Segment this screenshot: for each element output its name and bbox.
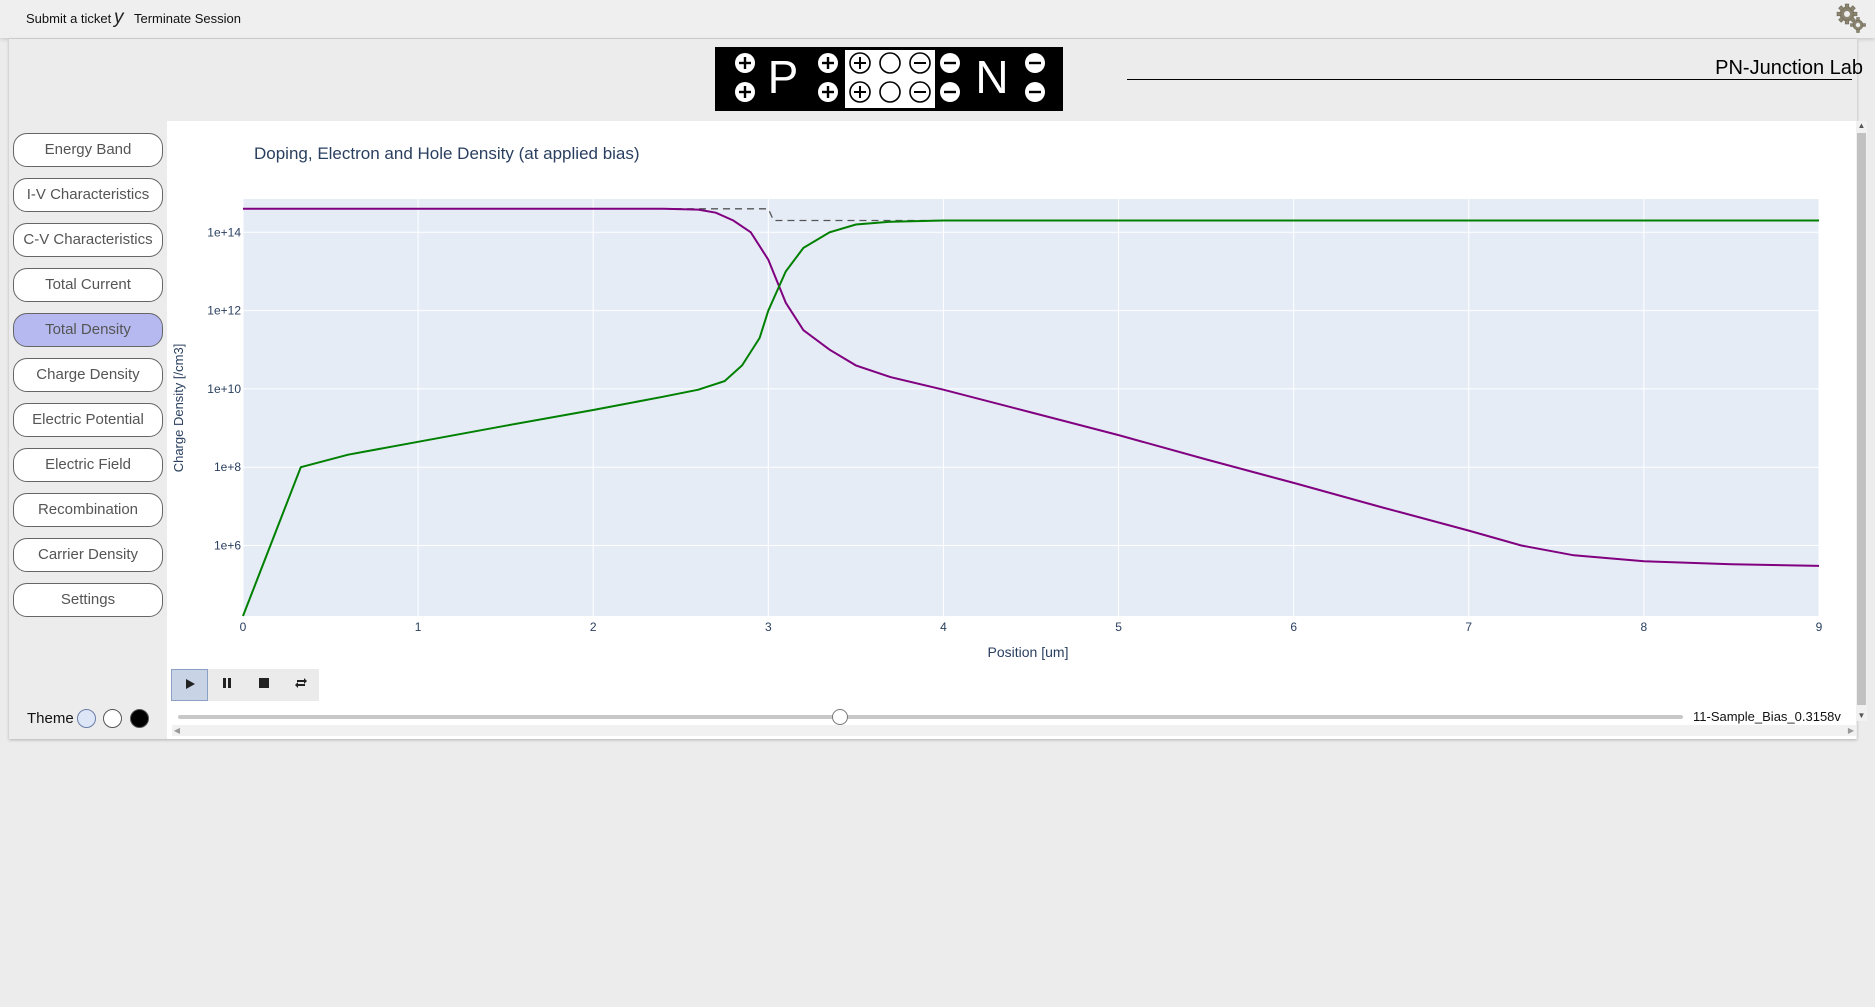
nav-total-current[interactable]: Total Current [13, 268, 163, 302]
theme-white-option[interactable] [103, 709, 122, 728]
theme-black-option[interactable] [130, 709, 149, 728]
scroll-right-icon[interactable]: ▶ [1847, 726, 1855, 735]
terminate-session-link[interactable]: Terminate Session [134, 11, 241, 26]
play-icon [185, 679, 195, 689]
scroll-left-icon[interactable]: ◀ [173, 726, 181, 735]
nav-cv-characteristics[interactable]: C-V Characteristics [13, 223, 163, 257]
title-rule [1127, 79, 1852, 80]
scroll-down-icon[interactable]: ▼ [1857, 711, 1866, 720]
frame-slider-value: 11-Sample_Bias_0.3158v [1693, 709, 1841, 724]
gear-icon[interactable] [1836, 3, 1868, 35]
submit-ticket-link[interactable]: Submit a ticket [26, 11, 112, 26]
nav-total-density[interactable]: Total Density [13, 313, 163, 347]
nav-recombination[interactable]: Recombination [13, 493, 163, 527]
play-button[interactable] [171, 669, 208, 701]
theme-label: Theme [27, 710, 74, 727]
app-title: PN-Junction Lab [1715, 57, 1863, 79]
nav-iv-characteristics[interactable]: I-V Characteristics [13, 178, 163, 212]
logo-n-label: N [975, 51, 1008, 103]
nav-energy-band[interactable]: Energy Band [13, 133, 163, 167]
top-bar: Submit a ticket y Terminate Session [0, 0, 1875, 38]
nav-carrier-density[interactable]: Carrier Density [13, 538, 163, 572]
horizontal-scrollbar[interactable]: ◀ ▶ [172, 725, 1856, 736]
loop-button[interactable] [282, 669, 319, 701]
logo-p-label: P [768, 51, 799, 103]
plot-card [167, 121, 1856, 739]
loop-icon [294, 678, 307, 688]
topbar-separator: y [114, 7, 124, 28]
pause-button[interactable] [208, 669, 245, 701]
nav-electric-field[interactable]: Electric Field [13, 448, 163, 482]
nav-charge-density[interactable]: Charge Density [13, 358, 163, 392]
pn-junction-logo: P N [715, 47, 1063, 111]
vertical-scrollbar-thumb[interactable] [1857, 133, 1866, 705]
frame-slider-knob[interactable] [832, 709, 849, 725]
stop-icon [258, 678, 269, 688]
nav-settings[interactable]: Settings [13, 583, 163, 617]
vertical-scrollbar[interactable]: ▲ ▼ [1856, 121, 1867, 721]
pause-icon [222, 678, 231, 688]
stop-button[interactable] [245, 669, 282, 701]
frame-slider-track[interactable] [178, 715, 1683, 719]
animation-controls [171, 669, 319, 701]
scroll-up-icon[interactable]: ▲ [1857, 121, 1866, 130]
theme-light-blue-option[interactable] [77, 709, 96, 728]
nav-electric-potential[interactable]: Electric Potential [13, 403, 163, 437]
